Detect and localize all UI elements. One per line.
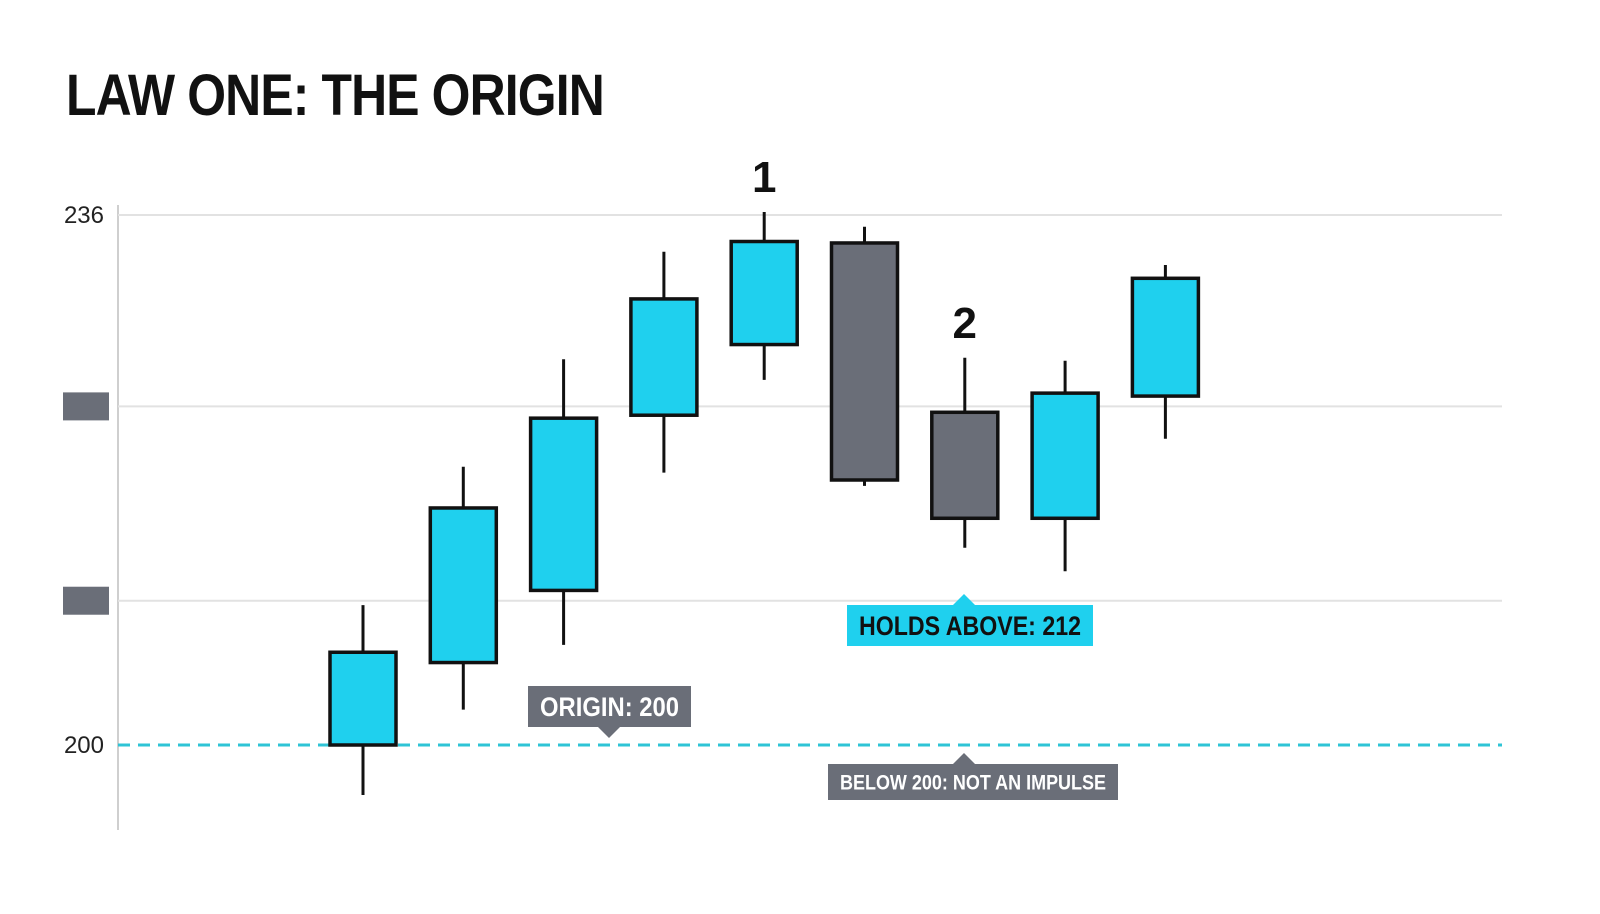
callout-text: ORIGIN: 200	[540, 692, 679, 722]
y-tick-label-redacted	[63, 586, 109, 615]
candle	[629, 251, 699, 473]
candle	[829, 226, 900, 486]
candle-body-bullish	[528, 416, 599, 593]
wave-label: 2	[953, 299, 977, 348]
candle	[930, 357, 1000, 548]
y-tick-label: 236	[64, 202, 104, 229]
candle	[528, 359, 599, 645]
candle-body-bullish	[328, 650, 398, 747]
callout-text: HOLDS ABOVE: 212	[859, 611, 1081, 641]
candle-body-bullish	[629, 297, 699, 417]
candle-body-bearish	[930, 410, 1000, 521]
candle	[428, 466, 499, 710]
callout-box	[847, 605, 1093, 646]
candle	[328, 605, 398, 796]
candle	[1130, 265, 1201, 439]
page-title: LAW ONE: THE ORIGIN	[66, 63, 605, 128]
callout-holds: HOLDS ABOVE: 212	[847, 594, 1093, 646]
callout-origin: ORIGIN: 200	[528, 686, 691, 738]
candle-body-bearish	[829, 241, 900, 482]
callout-pointer	[598, 727, 620, 738]
y-tick-label: 200	[64, 732, 104, 759]
candle-body-bullish	[1130, 276, 1201, 398]
callout-pointer	[953, 753, 975, 764]
candle-body-bullish	[729, 239, 799, 347]
callout-box	[528, 686, 691, 727]
candle	[1030, 360, 1100, 572]
callout-below: BELOW 200: NOT AN IMPULSE	[828, 753, 1118, 800]
candle	[729, 212, 799, 380]
callout-text: BELOW 200: NOT AN IMPULSE	[840, 772, 1106, 795]
wave-label: 1	[752, 153, 776, 202]
y-tick-label-redacted	[63, 392, 109, 421]
candle-body-bullish	[428, 506, 499, 665]
candle-body-bullish	[1030, 391, 1100, 521]
callout-box	[828, 764, 1118, 800]
callout-pointer	[953, 594, 975, 605]
